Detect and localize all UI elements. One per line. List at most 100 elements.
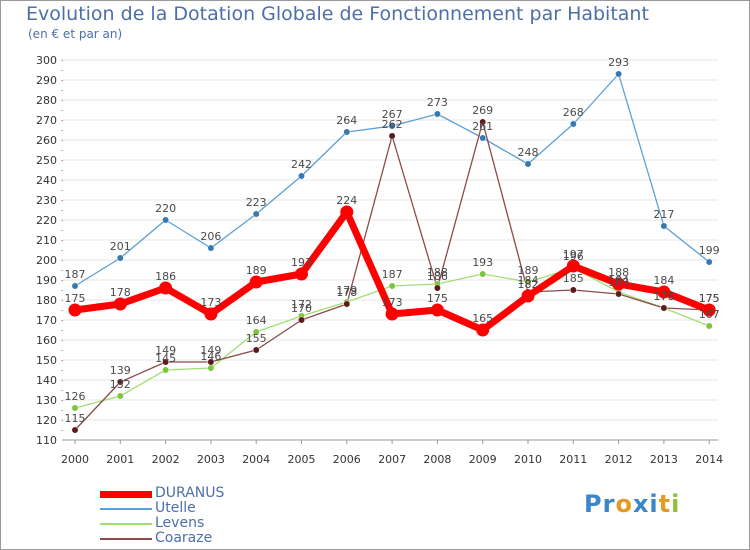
- y-tick-label: 170: [36, 314, 57, 327]
- data-label-utelle: 264: [336, 114, 357, 127]
- data-point-utelle: [660, 222, 668, 230]
- data-label-coaraze: 186: [427, 270, 448, 283]
- data-point-levens: [71, 404, 79, 412]
- data-point-duranus: [159, 281, 173, 295]
- data-label-coaraze: 170: [291, 302, 312, 315]
- data-point-duranus: [702, 303, 716, 317]
- legend-label-utelle: Utelle: [155, 500, 196, 516]
- y-tick-label: 110: [36, 434, 57, 447]
- data-label-coaraze: 149: [155, 344, 176, 357]
- x-tick-label: 2003: [197, 453, 225, 466]
- data-point-duranus: [476, 323, 490, 337]
- logo-letter: i: [649, 490, 659, 518]
- data-label-coaraze: 178: [336, 286, 357, 299]
- data-label-duranus: 189: [246, 264, 267, 277]
- data-point-coaraze: [615, 290, 623, 298]
- y-tick-label: 280: [36, 94, 57, 107]
- data-point-coaraze: [298, 316, 305, 324]
- data-point-levens: [116, 392, 124, 400]
- legend-swatch-duranus: [100, 491, 152, 498]
- data-point-levens: [479, 270, 487, 278]
- data-label-utelle: 199: [699, 244, 720, 257]
- data-point-utelle: [298, 172, 305, 180]
- data-label-coaraze: 155: [246, 332, 267, 345]
- data-label-utelle: 220: [155, 202, 176, 215]
- legend-label-levens: Levens: [155, 515, 205, 531]
- data-point-coaraze: [343, 300, 351, 308]
- y-tick-label: 120: [36, 414, 57, 427]
- logo-letter: r: [602, 490, 616, 518]
- data-label-duranus: 175: [427, 292, 448, 305]
- x-tick-label: 2013: [650, 453, 678, 466]
- data-point-coaraze: [207, 358, 215, 366]
- y-tick-label: 200: [36, 254, 57, 267]
- data-point-levens: [207, 364, 215, 372]
- data-point-duranus: [340, 205, 354, 219]
- data-point-coaraze: [388, 132, 396, 140]
- data-point-duranus: [430, 303, 444, 317]
- x-tick-label: 2006: [333, 453, 361, 466]
- data-point-levens: [388, 282, 396, 290]
- data-point-coaraze: [569, 286, 577, 294]
- data-label-duranus: 197: [563, 248, 584, 261]
- logo-letter: o: [615, 490, 633, 518]
- data-point-utelle: [71, 282, 79, 290]
- y-tick-label: 270: [36, 114, 57, 127]
- data-label-coaraze: 149: [200, 344, 221, 357]
- y-tick-label: 160: [36, 334, 57, 347]
- data-point-coaraze: [479, 118, 487, 126]
- logo-letter: P: [584, 490, 603, 518]
- data-point-levens: [705, 322, 713, 330]
- y-tick-label: 230: [36, 194, 57, 207]
- data-label-duranus: 178: [110, 286, 131, 299]
- data-label-levens: 126: [65, 390, 86, 403]
- data-label-duranus: 188: [608, 266, 629, 279]
- data-label-levens: 132: [110, 378, 131, 391]
- data-point-utelle: [569, 120, 577, 128]
- data-label-levens: 179: [336, 284, 357, 297]
- x-tick-label: 2000: [61, 453, 89, 466]
- logo-letter: t: [658, 490, 672, 518]
- legend-label-duranus: DURANUS: [155, 485, 225, 501]
- x-tick-label: 2005: [288, 453, 316, 466]
- data-label-duranus: 182: [518, 278, 539, 291]
- data-label-duranus: 186: [155, 270, 176, 283]
- chart-title: Evolution de la Dotation Globale de Fonc…: [26, 3, 649, 25]
- data-label-duranus: 165: [472, 312, 493, 325]
- data-label-coaraze: 115: [65, 412, 86, 425]
- data-point-duranus: [113, 297, 127, 311]
- y-tick-label: 180: [36, 294, 57, 307]
- chart-subtitle: (en € et par an): [28, 27, 123, 41]
- y-tick-label: 300: [36, 54, 57, 67]
- data-label-utelle: 267: [382, 108, 403, 121]
- data-label-coaraze: 183: [608, 276, 629, 289]
- data-label-utelle: 206: [200, 230, 221, 243]
- data-point-utelle: [479, 134, 487, 142]
- x-tick-label: 2009: [469, 453, 497, 466]
- data-point-utelle: [343, 128, 351, 136]
- data-point-levens: [162, 366, 170, 374]
- data-label-utelle: 273: [427, 96, 448, 109]
- x-tick-label: 2012: [605, 453, 633, 466]
- data-point-duranus: [204, 307, 218, 321]
- y-tick-label: 210: [36, 234, 57, 247]
- x-tick-label: 2002: [152, 453, 180, 466]
- logo-letter: x: [632, 490, 650, 518]
- data-point-coaraze: [116, 378, 124, 386]
- data-point-utelle: [116, 254, 124, 262]
- logo-letter: i: [671, 490, 681, 518]
- legend-swatch-coaraze: [100, 538, 152, 540]
- data-point-duranus: [249, 275, 263, 289]
- data-point-levens: [524, 278, 532, 286]
- data-point-duranus: [612, 277, 626, 291]
- y-tick-label: 240: [36, 174, 57, 187]
- data-label-levens: 164: [246, 314, 267, 327]
- data-label-utelle: 268: [563, 106, 584, 119]
- data-label-duranus: 173: [382, 296, 403, 309]
- data-label-coaraze: 175: [699, 292, 720, 305]
- proxiti-logo: Proxiti: [584, 490, 680, 518]
- data-label-utelle: 223: [246, 196, 267, 209]
- x-tick-label: 2014: [695, 453, 723, 466]
- data-label-duranus: 193: [291, 256, 312, 269]
- data-label-levens: 176: [653, 290, 674, 303]
